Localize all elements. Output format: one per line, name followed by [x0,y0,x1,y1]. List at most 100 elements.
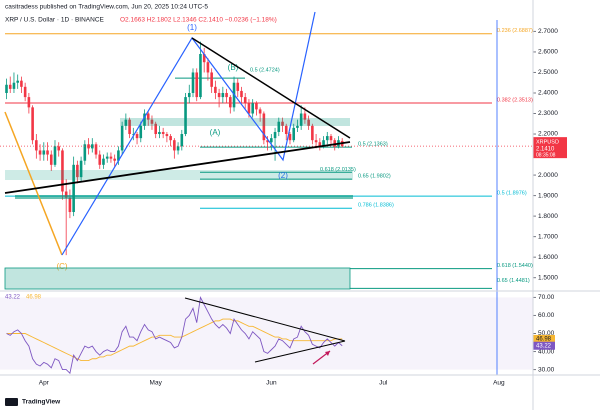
candle-body [120,125,124,151]
candle-body [154,123,157,135]
candle-body [314,140,318,143]
candle-body [53,146,57,165]
candle-body [266,140,269,143]
candle-body [128,119,131,135]
fib-label: 0.5 (2.1363) [358,142,388,148]
rsi-tick-label: 40.00 [538,348,555,355]
rsi-tag-text: 43.22 [536,343,552,349]
candle-body [206,62,210,73]
x-tick-label: Jun [266,380,277,387]
candle-body [187,92,191,98]
candle-body [180,134,184,147]
candle-body [329,136,333,141]
candle-body [94,144,98,155]
candle-body [214,86,217,93]
candle-body [42,150,46,155]
candle-body [255,103,258,110]
x-tick-label: Apr [39,380,50,387]
candle-body [199,53,202,98]
candle-body [31,107,34,141]
y-tick-label: 1.5000 [538,274,558,281]
candle-body [229,97,232,108]
trend-line [4,141,351,194]
y-tick-label: 2.3000 [538,110,558,117]
fib-label: 0.5 (2.4724) [250,68,280,74]
candle-body [299,113,303,126]
fib-label: 0.5 (1.8976) [497,191,527,197]
candle-body [307,119,310,126]
candle-body [303,113,307,120]
y-tick-label: 2.7000 [538,28,558,35]
candle-body [262,113,266,141]
drawings [4,11,353,365]
candle-body [76,164,79,178]
candle-body [210,72,213,87]
candle-body [173,140,176,151]
demand-zone [4,267,351,290]
candle-body [176,146,180,151]
trend-line [191,37,351,139]
y-tick-label: 2.4000 [538,90,558,97]
candle-body [27,97,31,108]
candle-body [87,144,90,149]
rsi-line [6,295,343,375]
candle-body [184,97,187,135]
fib-label: 0.382 (2.3513) [497,97,533,103]
candle-body [247,103,251,114]
candle-body [288,134,292,141]
logo-icon [5,398,18,406]
fib-label: 0.618 (1.5440) [497,263,533,269]
wave-label: (A) [210,128,221,137]
price-tag [533,137,567,159]
fib-label: 0.236 (2.6887) [497,28,533,34]
rsi-tick-label: 30.00 [538,366,555,373]
candle-body [325,136,329,141]
candle-body [146,113,150,120]
candle-body [296,125,299,128]
candle-body [292,127,296,141]
candle-body [49,154,53,165]
rsi-tag [533,341,555,350]
candle-body [169,136,172,141]
candle-body [16,80,19,83]
candle-body [258,109,262,114]
candle-body [273,131,277,139]
candle-body [225,92,228,98]
candle-body [221,92,225,98]
y-tick-label: 1.9000 [538,192,558,199]
candle-body [105,156,109,159]
candle-body [251,103,254,114]
candle-body [240,90,243,98]
rsi-trend-line [184,297,346,342]
candle-body [102,158,105,165]
price-tag-countdown: 08:35:08 [536,152,556,158]
candle-body [139,125,143,139]
candle-body [20,80,23,87]
fib-label: 0.618 (2.0135) [320,167,356,173]
candle-body [281,121,284,126]
candle-body [236,82,240,91]
candle-body [191,72,195,93]
candle-body [61,150,64,192]
rsi-tick-label: 60.00 [538,312,555,319]
price-tag-price: 2.1410 [536,147,555,153]
rsi-tick-label: 70.00 [538,294,555,301]
candle-body [202,53,206,63]
price-tag-symbol: XRPUSD [536,140,559,146]
candle-body [165,134,169,137]
y-tick-label: 2.0000 [538,172,558,179]
candle-body [83,144,87,161]
rsi-ma-tag [533,334,555,343]
x-tick-label: Jul [379,380,388,387]
candle-body [318,142,322,147]
rsi-ma-tag-text: 46.98 [536,337,552,343]
y-tick-label: 2.5000 [538,69,558,76]
candle-body [150,119,154,124]
wave-label: (1) [187,23,197,32]
ohlc: O2.1663 H2.1802 L2.1346 C2.1410 −0.0236 … [120,17,277,24]
rsi-ma-value: 46.98 [26,295,42,301]
logo: TradingView [22,399,61,406]
x-tick-label: Aug [493,380,505,387]
candle-body [109,156,113,159]
